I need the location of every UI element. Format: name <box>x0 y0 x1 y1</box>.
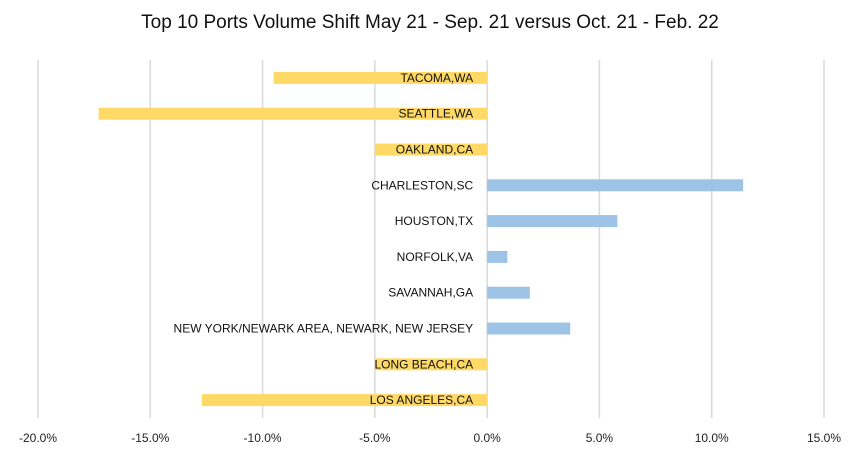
bar <box>487 215 618 228</box>
bars <box>98 71 744 407</box>
category-label: SAVANNAH,GA <box>388 286 473 300</box>
category-label: OAKLAND,CA <box>396 143 473 157</box>
x-tick-label: 10.0% <box>695 431 729 445</box>
x-tick-label: 5.0% <box>586 431 614 445</box>
bar <box>487 286 530 299</box>
bar <box>487 179 744 192</box>
category-label: LOS ANGELES,CA <box>370 393 473 407</box>
category-label: SEATTLE,WA <box>398 107 473 121</box>
chart-title: Top 10 Ports Volume Shift May 21 - Sep. … <box>141 12 719 33</box>
bar <box>487 322 571 335</box>
category-label: TACOMA,WA <box>400 71 473 85</box>
x-tick-label: -5.0% <box>359 431 391 445</box>
bar <box>374 358 488 371</box>
x-tick-label: -15.0% <box>131 431 169 445</box>
x-tick-label: 0.0% <box>473 431 501 445</box>
category-label: LONG BEACH,CA <box>374 357 473 371</box>
x-tick-label: -10.0% <box>244 431 282 445</box>
category-labels: TACOMA,WA SEATTLE,WA OAKLAND,CA CHARLESTON,… <box>174 71 474 407</box>
x-tick-label: -20.0% <box>19 431 57 445</box>
x-tick-label: 15.0% <box>807 431 841 445</box>
category-label: NEW YORK/NEWARK AREA, NEWARK, NEW JERSEY <box>174 322 474 336</box>
category-label: HOUSTON,TX <box>395 214 473 228</box>
category-label: NORFOLK,VA <box>397 250 473 264</box>
x-axis-ticks: -20.0% -15.0% -10.0% -5.0% 0.0% 5.0% 10.0% 15.0… <box>19 431 841 445</box>
bar <box>201 394 488 407</box>
bar <box>374 143 488 156</box>
category-label: CHARLESTON,SC <box>371 178 473 192</box>
bar <box>273 71 488 84</box>
bar <box>487 250 508 263</box>
bar <box>98 107 488 120</box>
